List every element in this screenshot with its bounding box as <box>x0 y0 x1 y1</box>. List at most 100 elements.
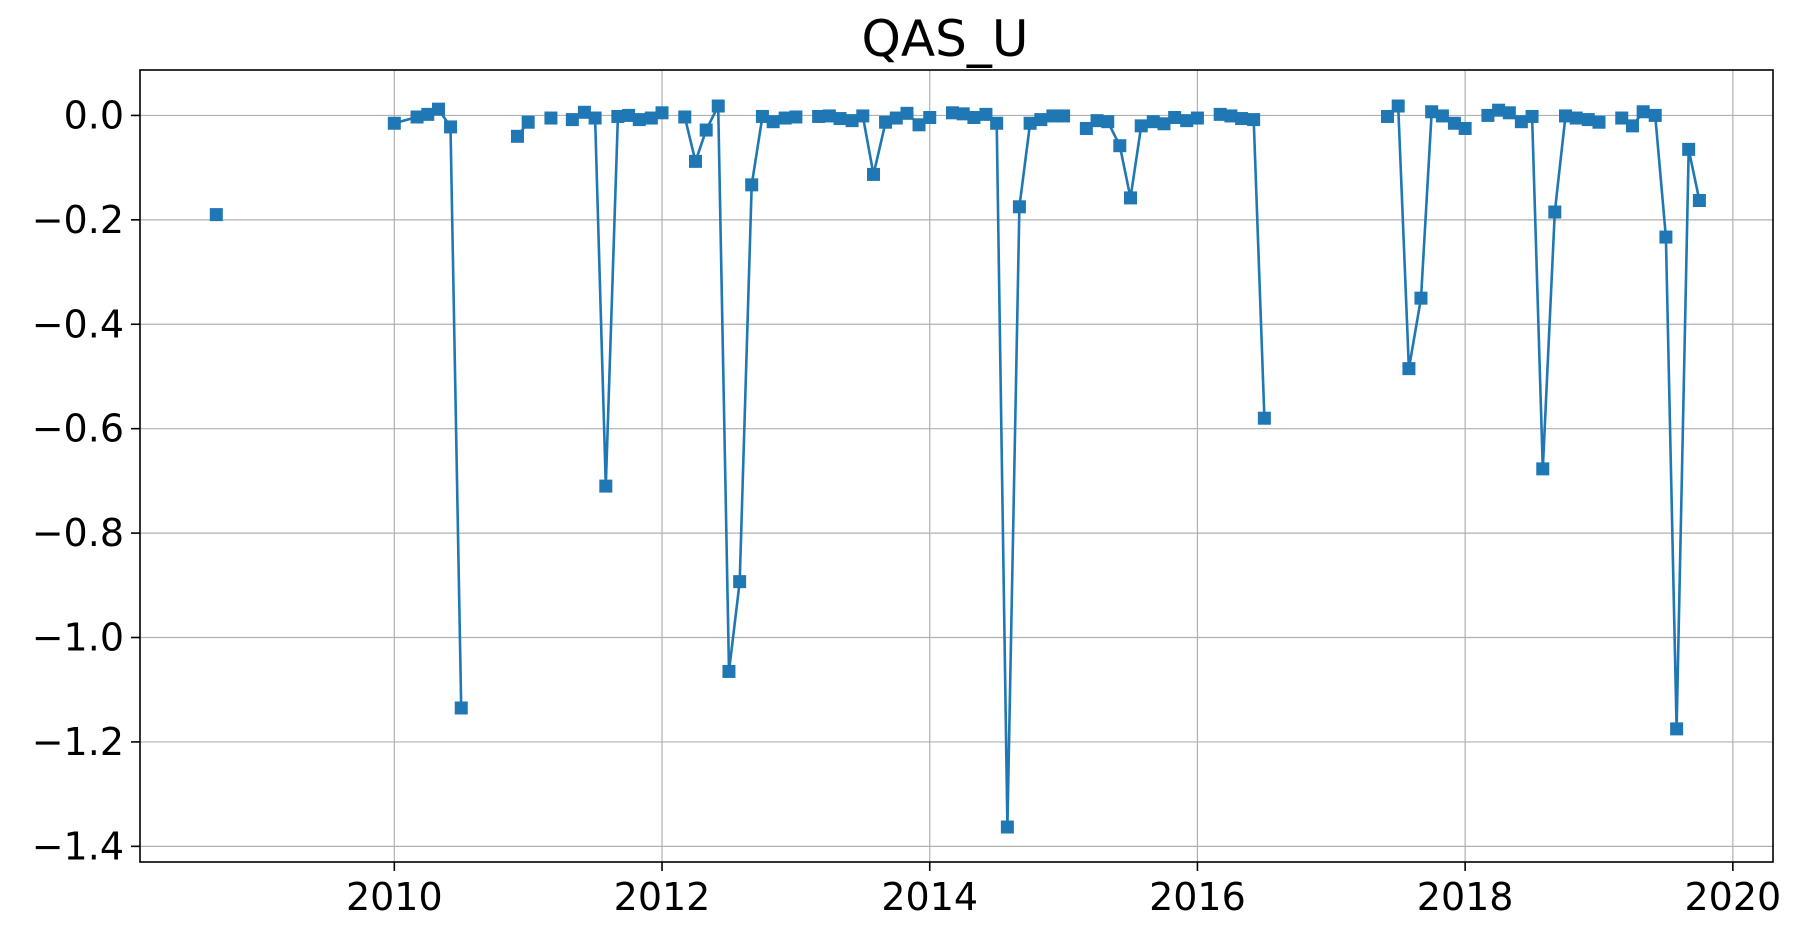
data-point <box>967 111 981 125</box>
data-point <box>1559 109 1573 123</box>
data-point <box>611 109 625 123</box>
data-point <box>1414 291 1428 305</box>
y-axis: 0.0 −0.2 −0.4 −0.6 −0.8 −1.0 −1.2 −1.4 <box>32 93 140 868</box>
data-point <box>1090 114 1104 128</box>
data-point <box>1481 108 1495 122</box>
chart-title: QAS_U <box>862 10 1029 68</box>
data-point <box>599 479 613 493</box>
data-point <box>1000 820 1014 834</box>
data-point <box>1447 116 1461 130</box>
data-point <box>822 109 836 123</box>
data-point <box>766 115 780 129</box>
data-point <box>1247 113 1261 127</box>
data-point <box>688 154 702 168</box>
data-point <box>1615 111 1629 125</box>
series-line <box>1386 104 1466 370</box>
data-point <box>655 106 669 120</box>
data-point <box>1402 362 1416 376</box>
y-tick-label: −1.0 <box>32 616 124 660</box>
series-line <box>1487 108 1600 471</box>
data-point <box>812 109 826 123</box>
data-point <box>521 115 535 129</box>
y-tick-label: −0.8 <box>32 511 124 555</box>
data-point <box>1257 411 1271 425</box>
data-point <box>1124 191 1138 205</box>
data-point <box>879 115 893 129</box>
data-point <box>1079 121 1093 135</box>
data-point <box>1190 111 1204 125</box>
data-point <box>1659 230 1673 244</box>
data-point <box>1569 111 1583 125</box>
data-point <box>1514 115 1528 129</box>
data-point <box>1023 116 1037 130</box>
data-point <box>778 111 792 125</box>
data-point <box>454 701 468 715</box>
data-point <box>856 109 870 123</box>
data-point <box>1492 103 1506 117</box>
data-point <box>1224 109 1238 123</box>
data-point <box>1391 99 1405 113</box>
data-layer <box>209 99 1706 834</box>
data-point <box>1682 142 1696 156</box>
data-point <box>1381 109 1395 123</box>
data-point <box>632 113 646 127</box>
x-tick-label: 2016 <box>1149 875 1246 919</box>
data-point <box>699 123 713 137</box>
series-line <box>393 107 463 709</box>
data-point <box>956 107 970 121</box>
data-point <box>1057 109 1071 123</box>
data-point <box>1425 105 1439 119</box>
x-tick-label: 2010 <box>346 875 443 919</box>
data-point <box>733 575 747 589</box>
data-point <box>1502 106 1516 120</box>
data-point <box>1581 113 1595 127</box>
grid-lines <box>140 70 1773 862</box>
data-point <box>1046 109 1060 123</box>
data-point <box>1168 111 1182 125</box>
data-point <box>1592 115 1606 129</box>
series-line <box>1620 110 1701 731</box>
data-point <box>421 107 435 121</box>
data-point <box>1235 112 1249 126</box>
data-point <box>1670 722 1684 736</box>
data-point <box>833 112 847 126</box>
y-tick-label: −1.4 <box>32 824 124 868</box>
data-point <box>1536 462 1550 476</box>
data-point <box>209 208 223 222</box>
data-point <box>577 105 591 119</box>
data-point <box>722 664 736 678</box>
series-line <box>571 111 663 488</box>
data-point <box>1625 119 1639 133</box>
data-point <box>889 111 903 125</box>
y-tick-label: −0.2 <box>32 198 124 242</box>
data-point <box>1134 119 1148 133</box>
data-point <box>867 167 881 181</box>
data-point <box>1648 108 1662 122</box>
data-point <box>544 111 558 125</box>
data-point <box>1435 109 1449 123</box>
data-point <box>945 106 959 120</box>
data-point <box>1548 205 1562 219</box>
data-point <box>431 102 445 116</box>
data-point <box>1692 194 1706 208</box>
x-tick-label: 2020 <box>1684 875 1781 919</box>
data-point <box>912 118 926 132</box>
data-point <box>1157 117 1171 131</box>
data-point <box>845 114 859 128</box>
y-tick-label: −0.6 <box>32 407 124 451</box>
data-point <box>900 106 914 120</box>
data-point <box>1101 115 1115 129</box>
data-point <box>1113 139 1127 153</box>
data-point <box>990 116 1004 130</box>
data-point <box>644 111 658 125</box>
data-point <box>1012 200 1026 214</box>
data-point <box>622 108 636 122</box>
data-point <box>745 178 759 192</box>
data-point <box>1458 121 1472 135</box>
x-axis: 2010 2012 2014 2016 2018 2020 <box>346 862 1781 919</box>
data-point <box>678 110 692 124</box>
data-point <box>410 110 424 124</box>
y-tick-label: 0.0 <box>64 93 124 137</box>
data-point <box>979 107 993 121</box>
